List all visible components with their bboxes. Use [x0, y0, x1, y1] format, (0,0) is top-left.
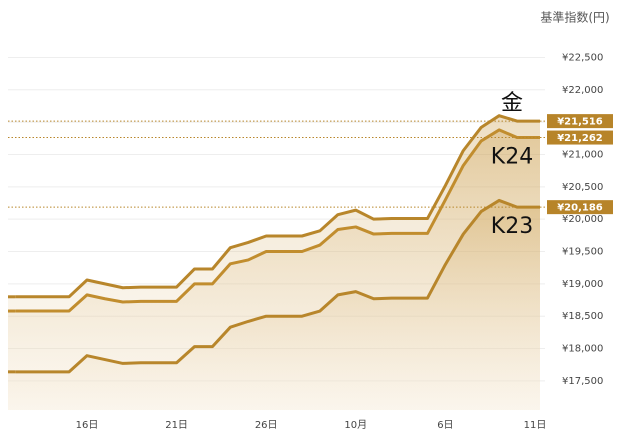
value-label: ¥21,262	[557, 133, 603, 144]
value-label-bg	[547, 130, 613, 145]
axis-title: 基準指数(円)	[540, 10, 609, 25]
series-name: K24	[491, 145, 533, 170]
series-name: 金	[501, 91, 523, 116]
value-label-bg	[547, 114, 613, 129]
y-tick-label: ¥17,500	[562, 376, 603, 387]
y-tick-label: ¥22,500	[562, 52, 603, 63]
x-tick-label: 16日	[76, 420, 99, 431]
x-tick-label: 11日	[524, 420, 547, 431]
y-tick-label: ¥20,500	[562, 182, 603, 193]
y-tick-label: ¥21,000	[562, 149, 603, 160]
y-tick-label: ¥19,500	[562, 247, 603, 258]
series-line	[15, 128, 540, 313]
y-tick-label: ¥18,500	[562, 311, 603, 322]
series-name: K23	[491, 214, 533, 239]
y-tick-label: ¥20,000	[562, 214, 603, 225]
y-tick-label: ¥18,000	[562, 344, 603, 355]
y-tick-label: ¥22,000	[562, 85, 603, 96]
x-tick-label: 21日	[165, 420, 188, 431]
x-tick-label: 6日	[437, 420, 453, 431]
value-label: ¥21,516	[557, 117, 603, 128]
area	[8, 200, 540, 410]
value-label-bg	[547, 200, 613, 215]
x-tick-label: 26日	[255, 420, 278, 431]
x-tick-label: 10月	[344, 419, 367, 431]
y-tick-label: ¥19,000	[562, 279, 603, 290]
series-line	[15, 198, 540, 374]
value-label: ¥20,186	[557, 203, 603, 214]
series-line	[15, 114, 540, 299]
